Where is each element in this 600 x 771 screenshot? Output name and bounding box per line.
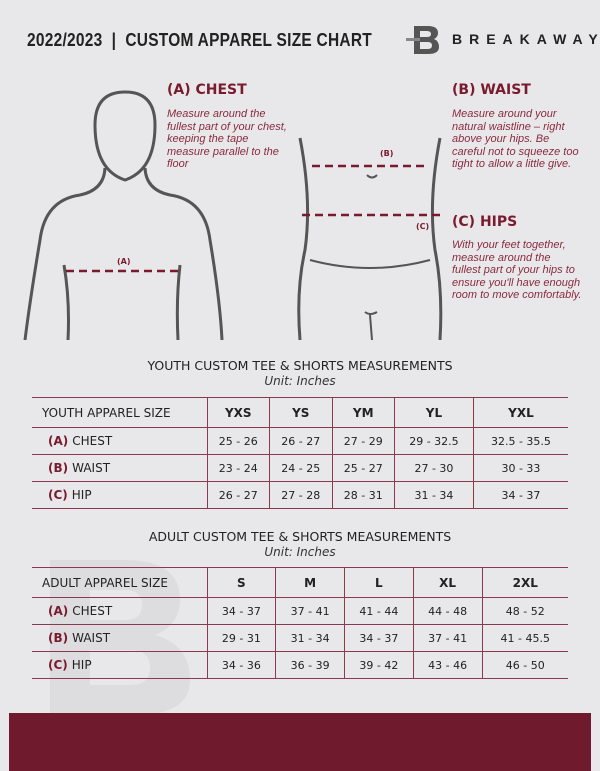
hips-heading: (C) HIPS [452, 214, 518, 230]
table-header-row: ADULT APPAREL SIZE S M L XL 2XL [32, 567, 568, 598]
cell: 32.5 - 35.5 [472, 427, 568, 455]
cell: 46 - 50 [481, 651, 568, 679]
size-header: XL [412, 567, 483, 598]
cell: 34 - 37 [206, 597, 277, 625]
cell: 36 - 39 [275, 651, 345, 679]
brand-name: BREAKAWAY [452, 31, 600, 47]
cell: 26 - 27 [206, 481, 270, 509]
body-illustration [23, 90, 443, 340]
cell: 27 - 30 [394, 454, 474, 482]
row-label: (A) CHEST [32, 597, 208, 625]
size-header: YL [394, 397, 474, 428]
cell: 24 - 25 [269, 454, 333, 482]
cell: 41 - 44 [344, 597, 414, 625]
table-row: (A) CHEST 34 - 37 37 - 41 41 - 44 44 - 48 48 -… [32, 597, 568, 625]
row-header: YOUTH APPAREL SIZE [32, 397, 208, 428]
youth-table-title: YOUTH CUSTOM TEE & SHORTS MEASUREMENTS [147, 358, 453, 373]
cell: 37 - 41 [412, 624, 483, 652]
adult-unit: Unit: Inches [264, 545, 336, 559]
row-header: ADULT APPAREL SIZE [32, 567, 208, 598]
youth-size-table: YOUTH APPAREL SIZE YXS YS YM YL YXL (A) CHEST… [32, 397, 568, 509]
cell: 25 - 27 [331, 454, 395, 482]
cell: 48 - 52 [481, 597, 568, 625]
page-title: 2022/2023 | CUSTOM APPAREL SIZE CHART [27, 30, 373, 50]
table-row: (B) WAIST 29 - 31 31 - 34 34 - 37 37 - 41 41 -… [32, 624, 568, 652]
cell: 37 - 41 [275, 597, 345, 625]
breakaway-logo-icon [406, 26, 439, 54]
table-row: (A) CHEST 25 - 26 26 - 27 27 - 29 29 - 32.5 32… [32, 427, 568, 455]
size-header: 2XL [481, 567, 568, 598]
cell: 29 - 31 [206, 624, 277, 652]
cell: 28 - 31 [331, 481, 395, 509]
waist-description: Measure around your natural waistline – … [452, 108, 579, 171]
size-header: L [344, 567, 414, 598]
chest-marker: (A) [117, 257, 131, 266]
adult-size-table: ADULT APPAREL SIZE S M L XL 2XL (A) CHEST 34 -… [32, 567, 568, 679]
chest-description: Measure around the fullest part of your … [167, 108, 287, 171]
hips-marker: (C) [416, 222, 430, 231]
size-header: YXS [206, 397, 270, 428]
hips-description: With your feet together, measure around … [452, 239, 582, 302]
adult-table-title: ADULT CUSTOM TEE & SHORTS MEASUREMENTS [148, 529, 452, 544]
cell: 27 - 28 [269, 481, 333, 509]
row-label: (C) HIP [32, 481, 208, 509]
table-row: (B) WAIST 23 - 24 24 - 25 25 - 27 27 - 30 30 -… [32, 454, 568, 482]
cell: 43 - 46 [412, 651, 483, 679]
cell: 44 - 48 [412, 597, 483, 625]
waist-marker: (B) [380, 149, 394, 158]
cell: 34 - 37 [472, 481, 568, 509]
cell: 34 - 36 [206, 651, 277, 679]
row-label: (C) HIP [32, 651, 208, 679]
waist-heading: (B) WAIST [452, 82, 531, 98]
cell: 27 - 29 [331, 427, 395, 455]
cell: 41 - 45.5 [481, 624, 568, 652]
cell: 39 - 42 [344, 651, 414, 679]
size-header: YS [269, 397, 333, 428]
cell: 34 - 37 [344, 624, 414, 652]
cell: 26 - 27 [269, 427, 333, 455]
cell: 31 - 34 [394, 481, 474, 509]
row-label: (B) WAIST [32, 454, 208, 482]
cell: 23 - 24 [206, 454, 270, 482]
chest-heading: (A) CHEST [167, 82, 247, 98]
table-row: (C) HIP 26 - 27 27 - 28 28 - 31 31 - 34 34 - 3… [32, 481, 568, 509]
size-header: YXL [472, 397, 568, 428]
row-label: (A) CHEST [32, 427, 208, 455]
size-header: M [275, 567, 345, 598]
table-header-row: YOUTH APPAREL SIZE YXS YS YM YL YXL [32, 397, 568, 428]
cell: 30 - 33 [472, 454, 568, 482]
cell: 31 - 34 [275, 624, 345, 652]
head-outline [93, 90, 157, 182]
size-header: YM [331, 397, 395, 428]
size-header: S [206, 567, 277, 598]
row-label: (B) WAIST [32, 624, 208, 652]
cell: 29 - 32.5 [394, 427, 474, 455]
cell: 25 - 26 [206, 427, 270, 455]
table-row: (C) HIP 34 - 36 36 - 39 39 - 42 43 - 46 46 - 5… [32, 651, 568, 679]
youth-unit: Unit: Inches [264, 374, 336, 388]
footer-band [9, 713, 591, 771]
